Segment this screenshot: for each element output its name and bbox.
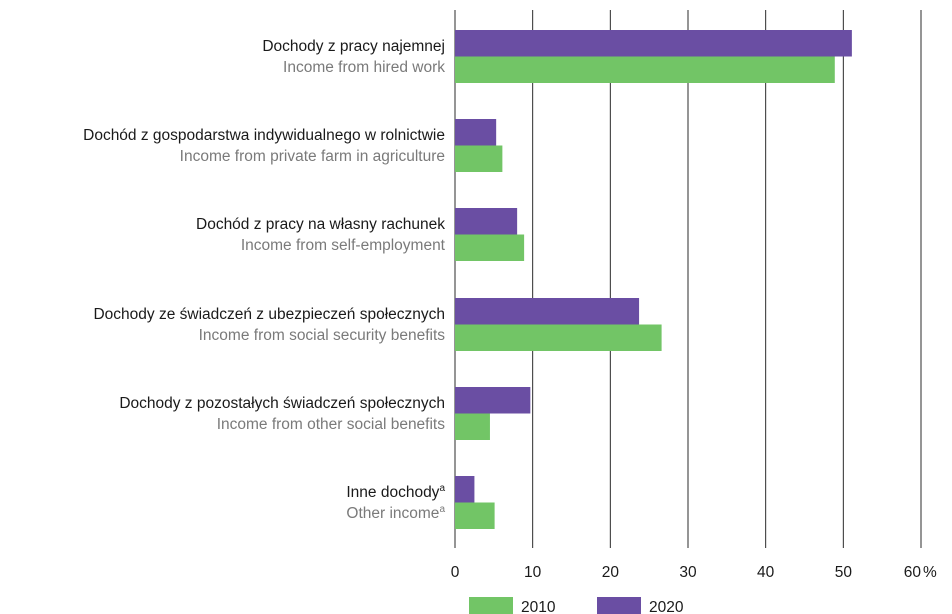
category-label-pl: Dochody z pracy najemnej (262, 38, 445, 55)
x-axis-unit: % (923, 564, 937, 581)
bar-2010 (455, 413, 490, 440)
bar-2010 (455, 234, 525, 261)
bar-2010 (455, 502, 495, 529)
legend-label-2020: 2020 (649, 599, 684, 614)
gridlines (454, 10, 922, 548)
legend-swatch-2010 (469, 597, 513, 614)
category-label-pl: Dochód z pracy na własny rachunek (196, 216, 445, 233)
bar-2010 (455, 324, 662, 351)
category-label-en: Income from social security benefits (199, 327, 446, 344)
bars (455, 30, 852, 529)
x-tick-label: 10 (524, 564, 542, 581)
bar-2010 (455, 145, 503, 172)
bar-2020 (455, 298, 640, 325)
x-tick-label: 30 (679, 564, 697, 581)
category-label-pl: Dochód z gospodarstwa indywidualnego w r… (83, 127, 445, 144)
legend-swatch-2020 (597, 597, 641, 614)
bar-2020 (455, 208, 518, 235)
x-axis-ticks: 0 10 20 30 40 50 60% (451, 564, 937, 581)
legend-label-2010: 2010 (521, 599, 556, 614)
bar-2020 (455, 387, 531, 414)
category-label-pl: Inne dochodya (346, 483, 445, 501)
x-tick-label: 60 (904, 564, 922, 581)
category-label-en: Income from self-employment (241, 237, 446, 254)
bar-2010 (455, 56, 835, 83)
category-label-pl: Dochody ze świadczeń z ubezpieczeń społe… (93, 306, 445, 323)
category-label-en: Other incomea (346, 504, 445, 522)
bar-2020 (455, 476, 475, 503)
bar-2020 (455, 119, 497, 146)
category-label-pl: Dochody z pozostałych świadczeń społeczn… (119, 395, 445, 412)
x-tick-label: 0 (451, 564, 460, 581)
x-tick-label: 20 (602, 564, 620, 581)
bar-2020 (455, 30, 852, 57)
legend: 2010 2020 (469, 597, 684, 614)
category-label-en: Income from other social benefits (217, 416, 446, 433)
x-tick-label: 50 (835, 564, 853, 581)
category-label-en: Income from hired work (283, 59, 445, 76)
x-tick-label: 40 (757, 564, 775, 581)
category-label-en: Income from private farm in agriculture (180, 148, 445, 165)
category-labels: Dochody z pracy najemnej Income from hire… (83, 38, 446, 522)
